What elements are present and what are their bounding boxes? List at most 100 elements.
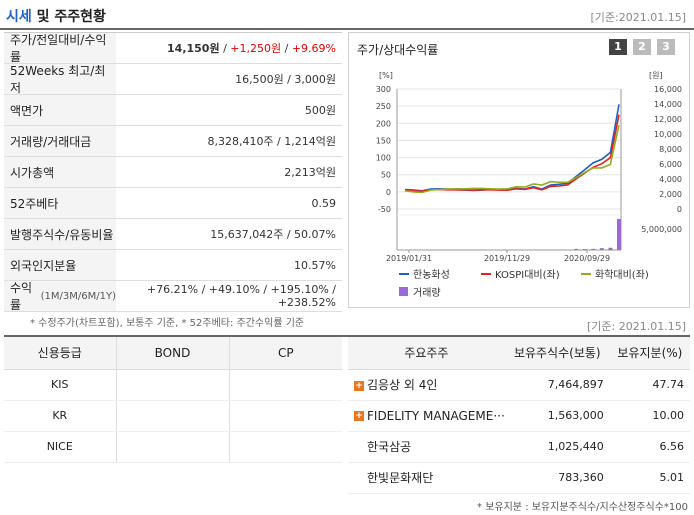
volume-bar bbox=[599, 248, 604, 250]
holder-pct: 6.56 bbox=[609, 431, 690, 463]
chart-tab-1[interactable]: 1 bbox=[609, 39, 627, 55]
y-tick-left: 0 bbox=[386, 188, 391, 197]
table-row: 한빛문화재단 783,360 5.01 bbox=[348, 462, 690, 494]
y-tick-left: 200 bbox=[376, 119, 391, 128]
series-line bbox=[404, 114, 620, 193]
series-line bbox=[404, 124, 620, 194]
stock-chart: [%] [원] 300 250 200 150 100 50 0 -50 16,000 14,000 1… bbox=[376, 71, 682, 299]
volume-bar bbox=[617, 219, 621, 250]
holder-name[interactable]: + 김응상 외 4인 bbox=[348, 369, 505, 401]
holder-name-text: 김응상 외 4인 bbox=[367, 378, 438, 392]
y-tick-volume: 5,000,000 bbox=[641, 225, 682, 234]
y-tick-left: 150 bbox=[376, 136, 391, 145]
chart-panel: 주가/상대수익률 1 2 3 [%] [원] 300 250 200 150 100 50 0 -… bbox=[348, 32, 690, 308]
volume-bar bbox=[582, 249, 587, 250]
y-tick-right: 8,000 bbox=[659, 145, 682, 154]
chart-tab-3[interactable]: 3 bbox=[657, 39, 675, 55]
return-label: 수익률 bbox=[10, 281, 33, 312]
holder-shares: 7,464,897 bbox=[504, 369, 610, 401]
y-tick-right: 16,000 bbox=[654, 85, 682, 94]
chart-tab-2[interactable]: 2 bbox=[633, 39, 651, 55]
legend-label: 화학대비(좌) bbox=[595, 269, 649, 281]
credit-rating-table: 신용등급 BOND CP KIS KR NICE bbox=[4, 337, 342, 463]
table-row: + 김응상 외 4인 7,464,897 47.74 bbox=[348, 369, 690, 401]
summary-row-shares: 발행주식수/유동비율 15,637,042주 / 50.07% bbox=[4, 219, 342, 250]
col-header-rating: 신용등급 bbox=[4, 337, 116, 370]
table-row: + FIDELITY MANAGEME··· 1,563,000 10.00 bbox=[348, 400, 690, 432]
chart-tabs: 1 2 3 bbox=[609, 39, 675, 55]
row-value: 2,213억원 bbox=[284, 166, 336, 179]
holder-shares: 1,563,000 bbox=[504, 400, 610, 432]
y-tick-left: 250 bbox=[376, 102, 391, 111]
summary-row-return: 수익률 (1M/3M/6M/1Y) +76.21% / +49.10% / +19… bbox=[4, 281, 342, 312]
base-date-2: [기준: 2021.01.15] bbox=[586, 320, 686, 333]
row-value: 14,150원 / +1,250원 / +9.69% bbox=[116, 40, 342, 56]
y-tick-left: 100 bbox=[376, 154, 391, 163]
y-tick-left: 300 bbox=[376, 85, 391, 94]
y-tick-right: 6,000 bbox=[659, 160, 682, 169]
y-tick-right: 14,000 bbox=[654, 100, 682, 109]
x-tick-label: 2020/09/29 bbox=[564, 254, 610, 263]
row-label: 거래량/거래대금 bbox=[4, 126, 116, 156]
table-row: KR bbox=[4, 400, 342, 432]
bond-rating bbox=[115, 369, 229, 401]
table-row: KIS bbox=[4, 369, 342, 401]
summary-row-price: 주가/전일대비/수익률 14,150원 / +1,250원 / +9.69% bbox=[4, 33, 342, 64]
cp-rating bbox=[228, 369, 342, 401]
holder-shares: 783,360 bbox=[504, 462, 610, 494]
row-value: 10.57% bbox=[294, 258, 336, 272]
col-header-bond: BOND bbox=[115, 337, 229, 370]
separator: / bbox=[219, 42, 231, 55]
summary-table: 주가/전일대비/수익률 14,150원 / +1,250원 / +9.69% 5… bbox=[4, 32, 342, 312]
holder-pct: 47.74 bbox=[609, 369, 690, 401]
y-axis-unit-right: [원] bbox=[649, 71, 663, 80]
title-rest: 및 주주현황 bbox=[36, 9, 106, 25]
section-title: 시세 및 주주현황 bbox=[6, 6, 106, 26]
row-value: +76.21% / +49.10% / +195.10% / +238.52% bbox=[146, 283, 336, 309]
base-date: [기준:2021.01.15] bbox=[590, 11, 686, 24]
change-value: +1,250원 bbox=[230, 42, 282, 55]
x-tick-label: 2019/11/29 bbox=[484, 254, 530, 263]
y-tick-right: 2,000 bbox=[659, 190, 682, 199]
row-label: 주가/전일대비/수익률 bbox=[4, 33, 116, 64]
legend-label: KOSPI대비(좌) bbox=[495, 269, 560, 281]
expand-icon[interactable]: + bbox=[354, 380, 364, 391]
summary-row-52week: 52Weeks 최고/최저 16,500원 / 3,000원 bbox=[4, 64, 342, 95]
bond-rating bbox=[115, 431, 229, 463]
row-label: 시가총액 bbox=[4, 157, 116, 187]
summary-row-volume: 거래량/거래대금 8,328,410주 / 1,214억원 bbox=[4, 126, 342, 157]
agency: NICE bbox=[4, 431, 116, 463]
summary-footnote: * 수정주가(차트포함), 보통주 기준, * 52주베타: 주간수익률 기준 bbox=[30, 318, 305, 329]
holders-table: 주요주주 보유주식수(보통) 보유지분(%) + 김응상 외 4인 7,464,8… bbox=[348, 337, 690, 494]
col-header-shares: 보유주식수(보통) bbox=[504, 337, 610, 370]
col-header-pct: 보유지분(%) bbox=[609, 337, 690, 370]
legend-label: 한농화성 bbox=[413, 269, 450, 281]
holder-name: 한빛문화재단 bbox=[348, 462, 505, 494]
row-value: 8,328,410주 / 1,214억원 bbox=[207, 135, 336, 148]
table-row: 한국삼공 1,025,440 6.56 bbox=[348, 431, 690, 463]
y-tick-right: 10,000 bbox=[654, 130, 682, 139]
divider bbox=[4, 335, 690, 337]
row-value: 0.59 bbox=[311, 196, 337, 210]
y-tick-right: 4,000 bbox=[659, 175, 682, 184]
col-header-holder: 주요주주 bbox=[348, 337, 505, 370]
cp-rating bbox=[228, 431, 342, 463]
holder-pct: 10.00 bbox=[609, 400, 690, 432]
row-value: 16,500원 / 3,000원 bbox=[235, 73, 336, 86]
bond-rating bbox=[115, 400, 229, 432]
title-highlight: 시세 bbox=[6, 9, 32, 25]
summary-row-beta: 52주베타 0.59 bbox=[4, 188, 342, 219]
y-axis-unit-left: [%] bbox=[379, 71, 393, 80]
holder-name-text: FIDELITY MANAGEME··· bbox=[367, 408, 505, 423]
rate-value: +9.69% bbox=[291, 42, 336, 55]
separator: / bbox=[281, 42, 292, 55]
chart-title: 주가/상대수익률 bbox=[357, 43, 439, 57]
agency: KIS bbox=[4, 369, 116, 401]
expand-icon[interactable]: + bbox=[354, 411, 364, 421]
agency: KR bbox=[4, 400, 116, 432]
holder-name[interactable]: + FIDELITY MANAGEME··· bbox=[348, 400, 505, 432]
y-tick-left: -50 bbox=[378, 205, 391, 214]
summary-row-par: 액면가 500원 bbox=[4, 95, 342, 126]
return-sublabel: (1M/3M/6M/1Y) bbox=[40, 290, 116, 302]
y-tick-left: 50 bbox=[381, 171, 391, 180]
